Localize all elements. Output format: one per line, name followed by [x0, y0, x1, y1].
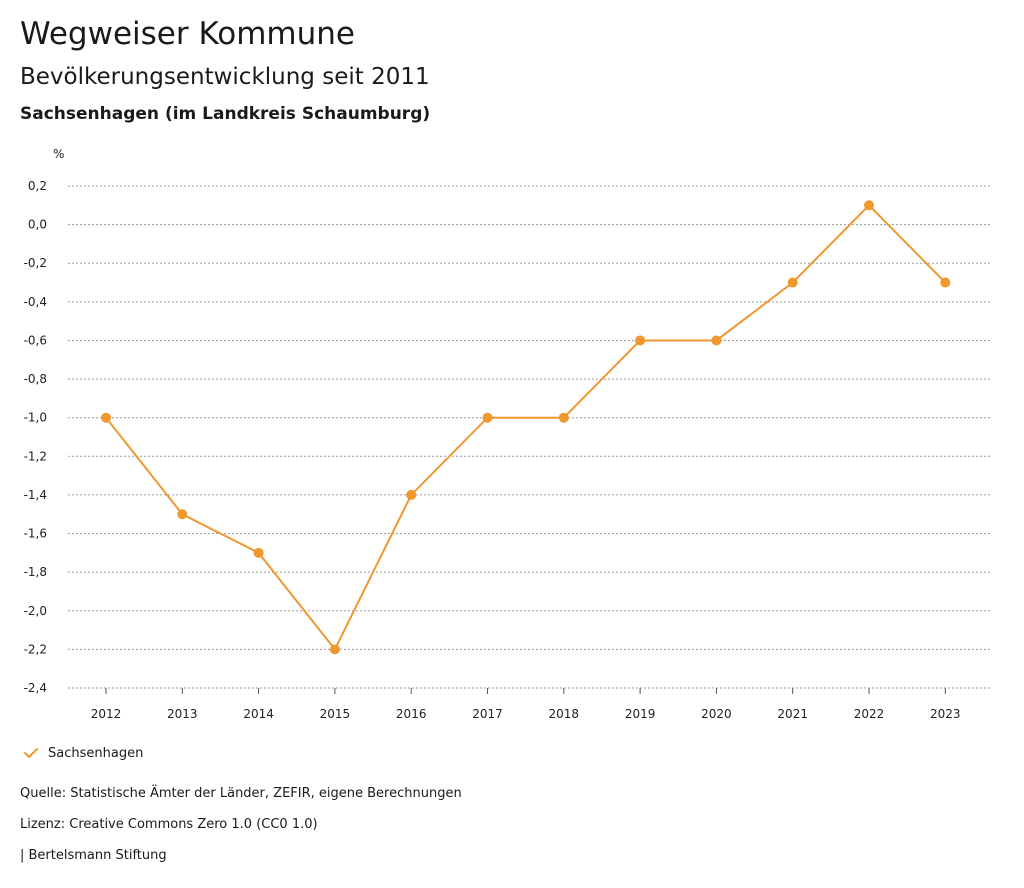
x-tick-label: 2019: [625, 707, 656, 721]
license-note: Lizenz: Creative Commons Zero 1.0 (CC0 1…: [20, 817, 318, 832]
data-point-2019[interactable]: [635, 335, 646, 346]
y-tick-label: -1,2: [24, 449, 47, 463]
y-axis-unit-label: %: [53, 147, 64, 161]
x-axis-ticks: 2012 2013 2014 2015 2016 2017 2018 2019 2020 2021…: [91, 688, 961, 721]
x-tick-label: 2016: [396, 707, 427, 721]
legend[interactable]: Sachsenhagen: [20, 744, 143, 762]
legend-label: Sachsenhagen: [48, 745, 144, 761]
x-tick-label: 2020: [701, 707, 732, 721]
y-tick-label: -2,4: [24, 681, 47, 695]
y-tick-label: -1,6: [24, 527, 47, 541]
source-note: Quelle: Statistische Ämter der Länder, Z…: [20, 786, 462, 801]
y-tick-label: -1,4: [24, 488, 47, 502]
data-point-2018[interactable]: [558, 412, 569, 423]
data-point-2021[interactable]: [787, 277, 798, 288]
data-point-2017[interactable]: [482, 412, 493, 423]
x-tick-label: 2012: [91, 707, 122, 721]
grid-lines: [68, 185, 990, 689]
x-tick-label: 2018: [549, 707, 580, 721]
data-point-2013[interactable]: [177, 509, 188, 520]
data-point-2016[interactable]: [406, 489, 417, 500]
line-chart: 0,2 0,0 -0,2 -0,4 -0,6 -0,8 -1,0 -1,2 -1,4 -1,6 -1…: [24, 147, 990, 721]
series-sachsenhagen: [101, 200, 951, 655]
x-tick-label: 2014: [243, 707, 274, 721]
y-tick-label: -1,0: [24, 411, 47, 425]
y-tick-label: -2,0: [24, 604, 47, 618]
publisher-note: | Bertelsmann Stiftung: [20, 848, 167, 863]
data-point-2022[interactable]: [864, 200, 874, 211]
x-tick-label: 2017: [472, 707, 503, 721]
y-tick-label: 0,0: [28, 218, 47, 232]
y-tick-label: -0,2: [24, 256, 47, 270]
x-tick-label: 2023: [930, 707, 961, 721]
data-point-2015[interactable]: [329, 644, 340, 655]
region-heading: Sachsenhagen (im Landkreis Schaumburg): [20, 104, 431, 124]
x-tick-label: 2015: [320, 707, 351, 721]
y-tick-label: -0,6: [24, 333, 47, 347]
series-line: [105, 203, 947, 652]
x-tick-label: 2021: [777, 707, 808, 721]
page-title: Wegweiser Kommune: [20, 16, 355, 52]
y-tick-label: -2,2: [24, 642, 47, 656]
data-point-2012[interactable]: [101, 412, 111, 423]
data-point-2023[interactable]: [940, 277, 951, 288]
x-tick-label: 2022: [854, 707, 885, 721]
y-tick-label: -1,8: [24, 565, 47, 579]
data-point-2020[interactable]: [711, 335, 722, 346]
x-tick-label: 2013: [167, 707, 198, 721]
checkmark-icon: [24, 748, 38, 758]
y-tick-label: -0,8: [24, 372, 47, 386]
data-point-2014[interactable]: [253, 547, 264, 558]
y-tick-label: -0,4: [24, 295, 47, 309]
chart-subtitle: Bevölkerungsentwicklung seit 2011: [20, 64, 430, 90]
y-axis-ticks: 0,2 0,0 -0,2 -0,4 -0,6 -0,8 -1,0 -1,2 -1,4 -1,6 -1…: [24, 179, 47, 695]
y-tick-label: 0,2: [28, 179, 47, 193]
